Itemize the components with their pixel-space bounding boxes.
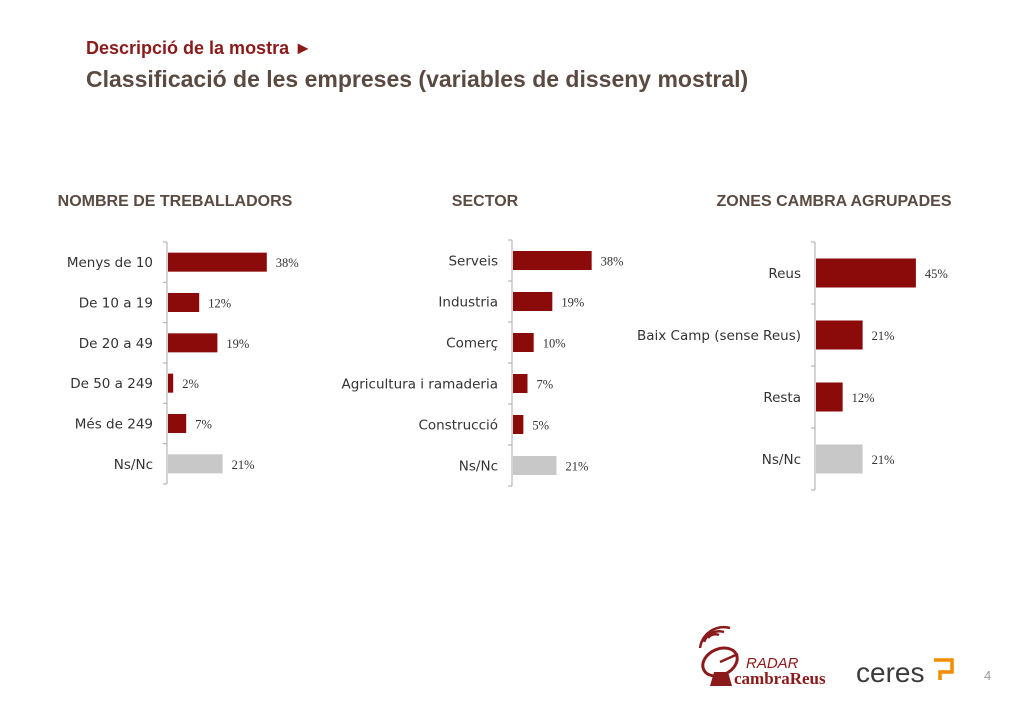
svg-text:RADAR: RADAR [746, 655, 799, 672]
section-kicker: Descripció de la mostra ► [86, 38, 312, 58]
chart-0-value-label: 7% [195, 418, 212, 432]
chart-0-bar [168, 454, 223, 474]
chart-1-value-label: 38% [601, 255, 624, 269]
chart-0-value-label: 38% [276, 256, 299, 270]
chart-2-bar [816, 258, 916, 288]
chart-title-zones: ZONES CAMBRA AGRUPADES [716, 193, 952, 210]
chart-1-bar [513, 292, 553, 311]
chart-0-category-label: De 10 a 19 [79, 296, 153, 312]
svg-text:cambraReus: cambraReus [734, 669, 826, 688]
chart-0-bar [168, 373, 174, 393]
chart-1-category-label: Construcció [418, 418, 498, 434]
chart-1-value-label: 7% [536, 378, 553, 392]
chart-1-bar [513, 374, 528, 393]
chart-1-category-label: Industria [438, 295, 498, 311]
chart-1-value-label: 5% [532, 419, 549, 433]
chart-title-treballadors: NOMBRE DE TREBALLADORS [57, 193, 293, 210]
chart-0-bar [168, 333, 218, 353]
chart-title-sector: SECTOR [451, 193, 519, 210]
page-title: Classificació de les empreses (variables… [86, 66, 749, 92]
radar-cambra-reus-logo: RADAR cambraReus [694, 624, 854, 695]
chart-1-category-label: Ns/Nc [459, 459, 498, 475]
chart-1-bar [513, 251, 592, 270]
chart-0-value-label: 21% [232, 458, 255, 472]
chart-2-category-label: Resta [763, 390, 801, 406]
chart-1-value-label: 21% [565, 460, 588, 474]
chart-2-category-label: Reus [768, 266, 801, 282]
chart-1-value-label: 19% [561, 296, 584, 310]
chart-2-category-label: Ns/Nc [762, 452, 801, 468]
chart-0-category-label: De 50 a 249 [70, 376, 153, 392]
chart-0-category-label: Ns/Nc [114, 457, 153, 473]
chart-0-bar [168, 414, 187, 433]
chart-1-bar [513, 415, 524, 434]
chart-0-value-label: 12% [208, 297, 231, 311]
ceres-logo: ceres [856, 656, 956, 695]
chart-0-bar [168, 293, 200, 312]
chart-2-bar [816, 444, 863, 474]
chart-0-bar [168, 252, 267, 272]
chart-0-category-label: Menys de 10 [67, 255, 153, 271]
chart-0-category-label: De 20 a 49 [79, 336, 153, 352]
chart-1-category-label: Comerç [446, 336, 498, 352]
chart-2-bar [816, 382, 843, 412]
chart-2-value-label: 12% [852, 391, 875, 405]
chart-0-value-label: 19% [226, 337, 249, 351]
chart-1-bar [513, 456, 557, 475]
chart-1-value-label: 10% [543, 337, 566, 351]
chart-1-bar [513, 333, 534, 352]
page-number: 4 [984, 668, 992, 683]
chart-1-category-label: Agricultura i ramaderia [341, 377, 498, 393]
chart-2-value-label: 45% [925, 267, 948, 281]
chart-2-value-label: 21% [872, 453, 895, 467]
chart-2-category-label: Baix Camp (sense Reus) [637, 328, 801, 344]
chart-2-value-label: 21% [872, 329, 895, 343]
svg-text:ceres: ceres [856, 657, 924, 688]
chart-0-value-label: 2% [182, 377, 199, 391]
chart-1-category-label: Serveis [448, 254, 498, 270]
chart-2-bar [816, 320, 863, 350]
chart-0-category-label: Més de 249 [75, 417, 153, 433]
